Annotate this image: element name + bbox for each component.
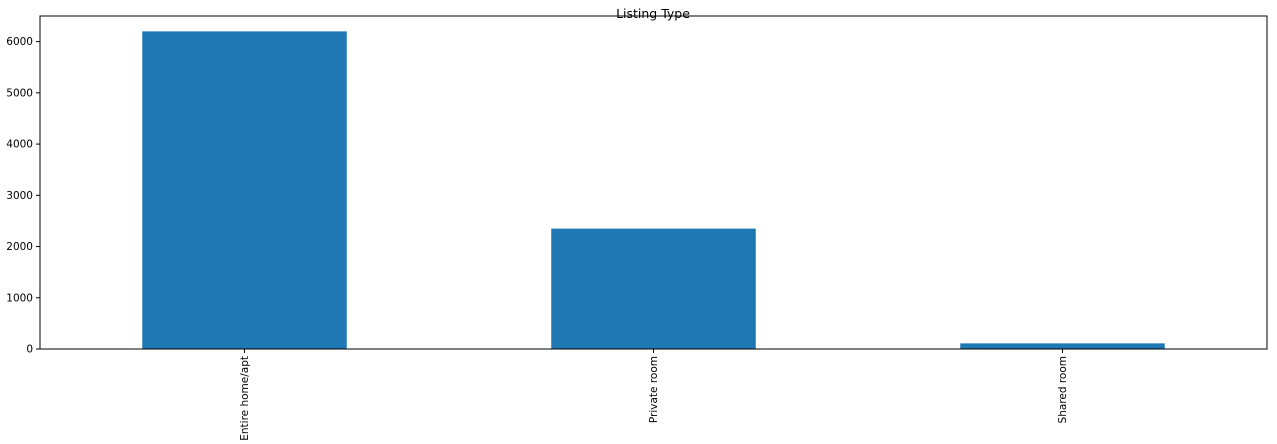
y-tick-label: 0 xyxy=(26,344,33,356)
bar-entire-home-apt xyxy=(142,31,347,349)
chart-title: Listing Type xyxy=(616,6,690,21)
x-tick-label: Private room xyxy=(648,356,660,423)
x-axis: Entire home/apt Private room Shared room xyxy=(239,349,1069,441)
y-tick-label: 3000 xyxy=(6,190,33,202)
y-axis: 0 1000 2000 3000 4000 5000 6000 xyxy=(6,36,40,356)
y-tick-label: 1000 xyxy=(6,292,33,304)
bars-group xyxy=(142,31,1165,349)
x-tick-label: Entire home/apt xyxy=(239,356,251,441)
bar-shared-room xyxy=(960,343,1165,349)
y-tick-label: 6000 xyxy=(6,36,33,48)
y-tick-label: 2000 xyxy=(6,241,33,253)
bar-private-room xyxy=(551,228,756,349)
y-tick-label: 5000 xyxy=(6,87,33,99)
x-tick-label: Shared room xyxy=(1057,356,1069,423)
y-tick-label: 4000 xyxy=(6,139,33,151)
